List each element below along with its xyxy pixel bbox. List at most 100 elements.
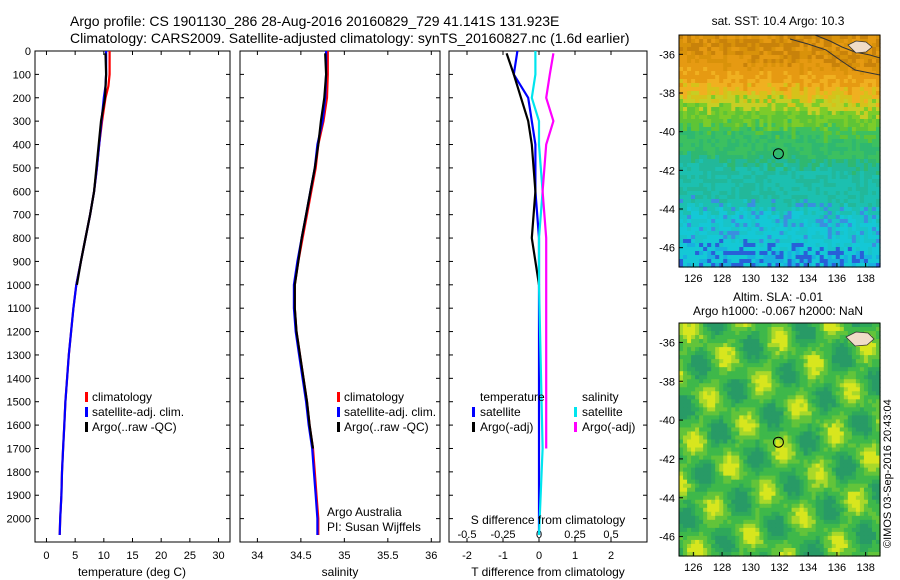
heatmap-cell — [875, 455, 881, 461]
x-tick-label: 25 — [184, 550, 196, 562]
heatmap-cell — [811, 127, 817, 132]
heatmap-cell — [747, 155, 752, 160]
heatmap-cell — [727, 163, 732, 168]
heatmap-cell — [763, 167, 769, 172]
heatmap-cell — [747, 351, 752, 356]
heatmap-cell — [791, 83, 797, 88]
heatmap-cell — [763, 407, 769, 412]
heatmap-cell — [683, 187, 688, 192]
heatmap-cell — [831, 427, 837, 433]
heatmap-cell — [695, 335, 700, 340]
heatmap-cell — [803, 227, 809, 232]
heatmap-cell — [847, 131, 853, 136]
heatmap-cell — [679, 75, 684, 80]
heatmap-cell — [703, 143, 708, 148]
heatmap-cell — [699, 323, 704, 328]
heatmap-cell — [851, 419, 857, 425]
heatmap-cell — [743, 107, 748, 112]
heatmap-cell — [735, 151, 740, 156]
heatmap-cell — [727, 75, 732, 80]
heatmap-cell — [787, 51, 793, 56]
heatmap-cell — [783, 427, 789, 433]
heatmap-cell — [823, 111, 829, 116]
heatmap-cell — [807, 67, 813, 72]
heatmap-cell — [715, 207, 720, 212]
heatmap-cell — [707, 39, 712, 44]
heatmap-cell — [835, 411, 841, 416]
heatmap-cell — [851, 347, 857, 352]
heatmap-cell — [687, 99, 692, 104]
heatmap-cell — [859, 75, 865, 80]
heatmap-cell — [691, 71, 696, 76]
heatmap-cell — [767, 139, 773, 144]
heatmap-cell — [807, 419, 813, 425]
heatmap-cell — [839, 331, 845, 336]
heatmap-cell — [859, 383, 865, 388]
heatmap-cell — [707, 179, 712, 184]
legend-swatch-argo — [337, 422, 340, 432]
heatmap-cell — [731, 191, 736, 196]
heatmap-cell — [687, 431, 692, 437]
heatmap-cell — [811, 83, 817, 88]
heatmap-cell — [859, 227, 865, 232]
heatmap-cell — [699, 367, 704, 372]
heatmap-cell — [755, 191, 760, 196]
heatmap-cell — [807, 443, 813, 449]
heatmap-cell — [739, 323, 744, 328]
heatmap-cell — [871, 359, 877, 364]
heatmap-cell — [755, 247, 760, 252]
heatmap-cell — [871, 199, 877, 204]
heatmap-cell — [735, 455, 740, 461]
heatmap-cell — [835, 451, 841, 457]
x-tick-label: 35.5 — [377, 550, 398, 562]
lon-tick-label: 138 — [856, 273, 874, 285]
heatmap-cell — [727, 111, 732, 116]
heatmap-cell — [791, 447, 797, 453]
heatmap-cell — [719, 87, 724, 92]
heatmap-cell — [783, 383, 789, 388]
heatmap-cell — [875, 371, 881, 376]
heatmap-cell — [811, 375, 817, 380]
heatmap-cell — [859, 83, 865, 88]
heatmap-cell — [687, 179, 692, 184]
heatmap-cell — [783, 239, 789, 244]
heatmap-cell — [683, 115, 688, 120]
heatmap-cell — [695, 83, 700, 88]
heatmap-cell — [847, 239, 853, 244]
heatmap-cell — [791, 211, 797, 216]
heatmap-cell — [795, 99, 801, 104]
heatmap-cell — [791, 463, 797, 469]
heatmap-cell — [695, 187, 700, 192]
heatmap-cell — [763, 47, 769, 52]
heatmap-cell — [783, 223, 789, 228]
heatmap-cell — [691, 131, 696, 136]
heatmap-cell — [819, 375, 825, 380]
heatmap-cell — [839, 151, 845, 156]
heatmap-cell — [807, 235, 813, 240]
heatmap-cell — [803, 231, 809, 236]
heatmap-cell — [683, 35, 688, 40]
heatmap-cell — [815, 359, 821, 364]
heatmap-cell — [751, 227, 756, 232]
heatmap-cell — [755, 167, 760, 172]
heatmap-cell — [759, 323, 765, 328]
heatmap-cell — [703, 175, 708, 180]
heatmap-cell — [847, 167, 853, 172]
heatmap-cell — [791, 251, 797, 256]
heatmap-cell — [835, 419, 841, 425]
heatmap-cell — [723, 79, 728, 84]
heatmap-cell — [711, 443, 716, 449]
heatmap-cell — [771, 123, 777, 128]
heatmap-cell — [835, 403, 841, 408]
heatmap-cell — [803, 375, 809, 380]
heatmap-cell — [783, 387, 789, 392]
heatmap-cell — [691, 231, 696, 236]
heatmap-cell — [731, 367, 736, 372]
heatmap-cell — [767, 335, 773, 340]
heatmap-cell — [827, 179, 833, 184]
heatmap-cell — [859, 251, 865, 256]
heatmap-cell — [687, 379, 692, 384]
heatmap-cell — [743, 367, 748, 372]
heatmap-cell — [823, 155, 829, 160]
heatmap-cell — [851, 39, 857, 44]
